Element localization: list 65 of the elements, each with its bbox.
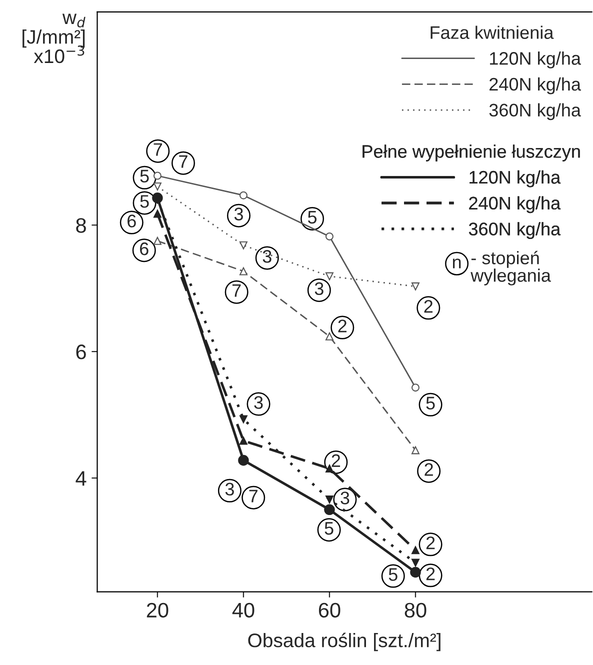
annotation: n (452, 258, 461, 268)
annotation: 7 (154, 143, 162, 156)
annotation: 5 (388, 568, 398, 581)
text: Pełne wypełnienie łuszczyn (362, 144, 580, 162)
point (412, 558, 420, 567)
annotation: - stopień wylegania (470, 250, 551, 286)
point (325, 464, 334, 473)
point (239, 267, 248, 276)
point (238, 454, 249, 466)
x-axis-title: Obsada roślin [szt./m²] (248, 632, 440, 652)
point (153, 210, 162, 218)
point (325, 272, 334, 280)
annotation: 7 (179, 155, 188, 168)
text: Faza kwitnienia (430, 26, 554, 39)
annotation: 7 (232, 284, 241, 297)
annotation: 2 (424, 300, 433, 313)
annotation: 3 (340, 492, 350, 504)
point (153, 236, 162, 245)
x-tick-label: 80 (404, 602, 426, 618)
annotation: 5 (426, 396, 435, 410)
point (325, 332, 334, 340)
point (239, 191, 248, 200)
y-axis-title: w$_{d}$ [J/mm²] x10$^{−3}$ (22, 14, 86, 64)
y-tick-label: 4 (76, 471, 86, 486)
point (239, 241, 248, 250)
legend-label: 240N kg/ha (490, 77, 581, 94)
point (410, 566, 421, 578)
annotation: 2 (332, 454, 340, 467)
legend-label: 120N kg/ha (490, 52, 581, 68)
point (325, 496, 334, 504)
annotation: 5 (308, 211, 317, 224)
annotation: 2 (424, 463, 433, 476)
point (153, 172, 162, 180)
annotation: 5 (324, 522, 334, 535)
point (412, 384, 420, 392)
annotation: 6 (128, 214, 136, 228)
x-tick-label: 40 (232, 602, 254, 618)
legend-label: 120N kg/ha (470, 170, 561, 188)
point (325, 232, 334, 240)
annotation: 7 (249, 490, 258, 502)
annotation: 3 (262, 250, 272, 263)
point (412, 446, 420, 454)
legend-label: 360N kg/ha (489, 103, 581, 120)
legend-label: 240N kg/ha (469, 196, 561, 214)
annotation: 3 (254, 396, 263, 409)
x-tick-label: 20 (146, 602, 168, 618)
annotation: 2 (426, 567, 435, 580)
annotation: 3 (225, 482, 234, 496)
annotation: 5 (140, 195, 149, 208)
annotation: 2 (338, 320, 346, 332)
point (239, 436, 248, 445)
y-tick-label: 6 (76, 344, 86, 360)
point (153, 182, 162, 190)
annotation: 6 (140, 242, 148, 256)
annotation: 2 (426, 536, 435, 550)
x-tick-label: 60 (318, 602, 340, 618)
annotation: 3 (234, 208, 243, 220)
annotation: 3 (314, 282, 324, 296)
y-tick-label: 8 (76, 218, 86, 233)
point (324, 504, 335, 516)
legend-label: 360N kg/ha (468, 222, 561, 239)
point (239, 415, 248, 424)
point (412, 282, 420, 290)
point (412, 546, 420, 554)
annotation: 5 (140, 170, 149, 182)
